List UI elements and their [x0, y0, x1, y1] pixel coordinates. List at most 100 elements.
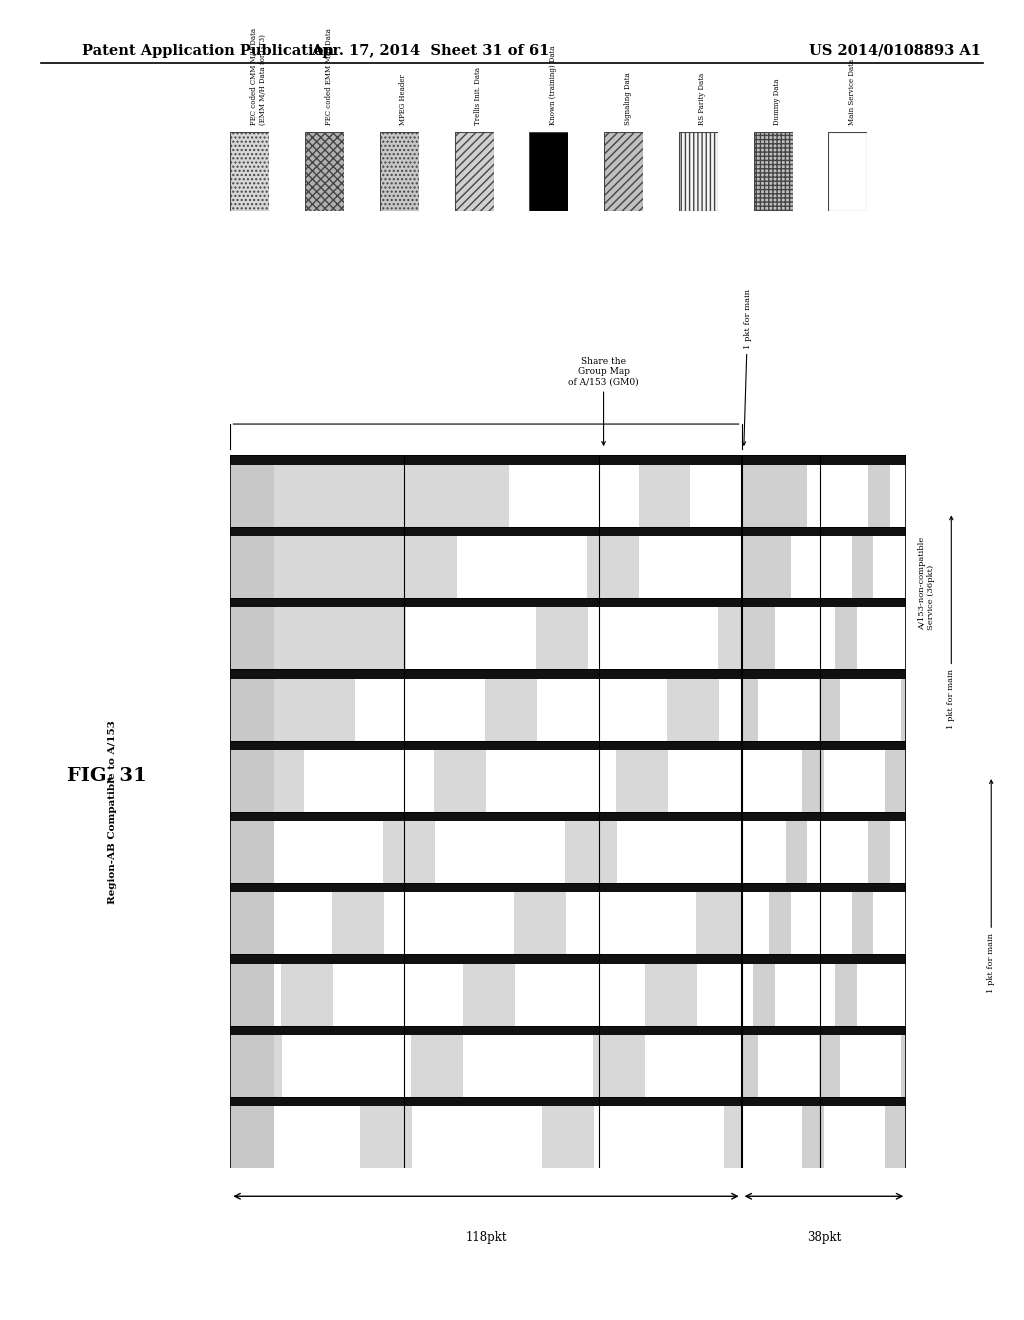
Bar [355, 678, 485, 741]
Bar [230, 455, 741, 465]
Bar [515, 964, 644, 1026]
Text: Apr. 17, 2014  Sheet 31 of 61: Apr. 17, 2014 Sheet 31 of 61 [311, 44, 549, 58]
Bar [873, 892, 906, 954]
Bar [668, 750, 741, 812]
Bar [741, 883, 906, 892]
Bar [758, 1035, 819, 1097]
Bar [458, 536, 588, 598]
Text: FIG. 31: FIG. 31 [67, 767, 146, 785]
Bar [741, 527, 906, 598]
Bar [741, 598, 906, 669]
Bar [741, 455, 906, 527]
Bar [230, 669, 741, 678]
Bar [774, 964, 836, 1026]
Bar [230, 527, 741, 536]
Bar [741, 812, 906, 883]
Bar [857, 964, 906, 1026]
Bar [741, 883, 906, 954]
Bar [230, 678, 273, 741]
Bar [230, 669, 741, 741]
Bar [230, 812, 741, 883]
Text: Share the
Group Map
of A/153 (GM0): Share the Group Map of A/153 (GM0) [568, 356, 639, 445]
Text: Main Service Data: Main Service Data [848, 59, 856, 125]
Bar [464, 1035, 594, 1097]
Text: Patent Application Publication: Patent Application Publication [82, 44, 334, 58]
Bar [230, 455, 741, 527]
Bar [565, 892, 695, 954]
Bar [791, 892, 852, 954]
Bar [230, 1097, 741, 1168]
Bar [616, 821, 741, 883]
Bar [273, 964, 281, 1026]
Bar [230, 741, 741, 750]
Bar [841, 678, 901, 741]
Bar [594, 1106, 724, 1168]
Bar [230, 1106, 273, 1168]
Bar [230, 598, 741, 607]
Text: 1 pkt for main: 1 pkt for main [742, 289, 752, 445]
Bar [486, 750, 616, 812]
Bar [407, 607, 537, 669]
Bar [741, 1026, 906, 1035]
Bar [304, 750, 434, 812]
Bar [758, 678, 819, 741]
Bar [435, 821, 565, 883]
Bar [639, 536, 741, 598]
Bar [230, 954, 741, 964]
Bar [741, 741, 906, 750]
Bar [230, 892, 273, 954]
Text: A/153-non-compatible
Service (36pkt): A/153-non-compatible Service (36pkt) [918, 537, 935, 631]
Bar [741, 1026, 906, 1097]
Bar [645, 1035, 741, 1097]
Bar [741, 527, 906, 536]
Text: 38pkt: 38pkt [807, 1230, 841, 1243]
Bar [509, 465, 639, 527]
Bar [588, 607, 718, 669]
Bar [741, 598, 906, 607]
Bar [696, 964, 741, 1026]
Bar [230, 527, 741, 598]
Text: Region-AB Compatible to A/153: Region-AB Compatible to A/153 [109, 719, 117, 904]
Bar [741, 1097, 906, 1168]
Bar [230, 465, 273, 527]
Bar [741, 741, 906, 812]
Bar [841, 1035, 901, 1097]
Bar [873, 536, 906, 598]
Bar [230, 741, 741, 812]
Bar [230, 883, 741, 954]
Bar [230, 821, 273, 883]
Bar [741, 821, 785, 883]
Bar [230, 750, 273, 812]
Text: Trellis Init. Data: Trellis Init. Data [474, 67, 482, 125]
Bar [230, 954, 741, 1026]
Bar [791, 536, 852, 598]
Bar [741, 892, 769, 954]
Bar [413, 1106, 543, 1168]
Text: FEC coded CMM M/H Data
(EMM M/H Data for GT3): FEC coded CMM M/H Data (EMM M/H Data for… [250, 28, 267, 125]
Bar [230, 1097, 741, 1106]
Bar [273, 821, 383, 883]
Bar [741, 1097, 906, 1106]
Bar [230, 607, 273, 669]
Text: MPEG Header: MPEG Header [399, 74, 408, 125]
Bar [230, 536, 273, 598]
Text: FEC coded EMM M/H Data: FEC coded EMM M/H Data [325, 29, 333, 125]
Text: US 2014/0108893 A1: US 2014/0108893 A1 [809, 44, 981, 58]
Text: 118pkt: 118pkt [465, 1230, 507, 1243]
Bar [273, 1106, 360, 1168]
Bar [384, 892, 514, 954]
Bar [741, 455, 906, 465]
Bar [774, 607, 836, 669]
Text: RS Parity Data: RS Parity Data [698, 73, 707, 125]
Bar [230, 1026, 741, 1035]
Bar [719, 678, 741, 741]
Text: 1 pkt for main: 1 pkt for main [947, 516, 955, 729]
Bar [741, 812, 906, 821]
Text: Dummy Data: Dummy Data [773, 79, 781, 125]
Text: Signaling Data: Signaling Data [624, 73, 632, 125]
Bar [333, 964, 463, 1026]
Bar [857, 607, 906, 669]
Bar [808, 465, 868, 527]
Bar [824, 750, 885, 812]
Bar [741, 964, 753, 1026]
